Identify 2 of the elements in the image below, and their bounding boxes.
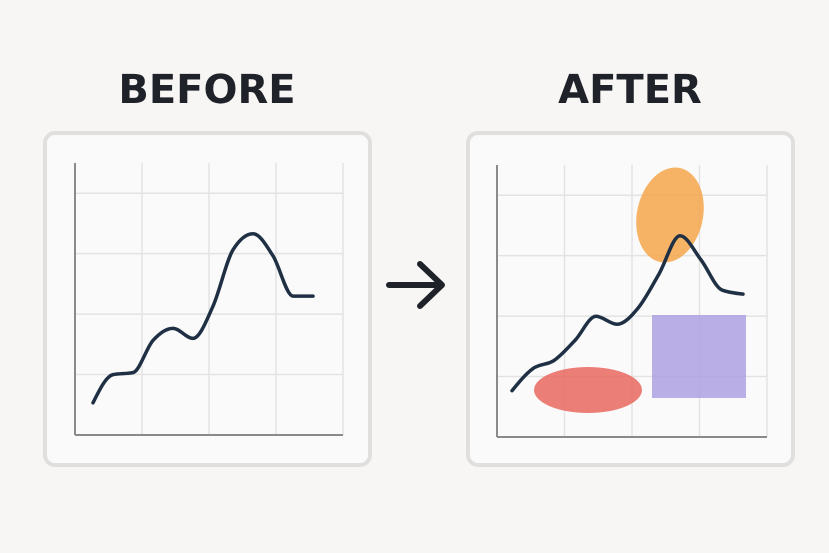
chart-title: AFTER: [558, 67, 702, 113]
chart-title: BEFORE: [118, 67, 296, 113]
